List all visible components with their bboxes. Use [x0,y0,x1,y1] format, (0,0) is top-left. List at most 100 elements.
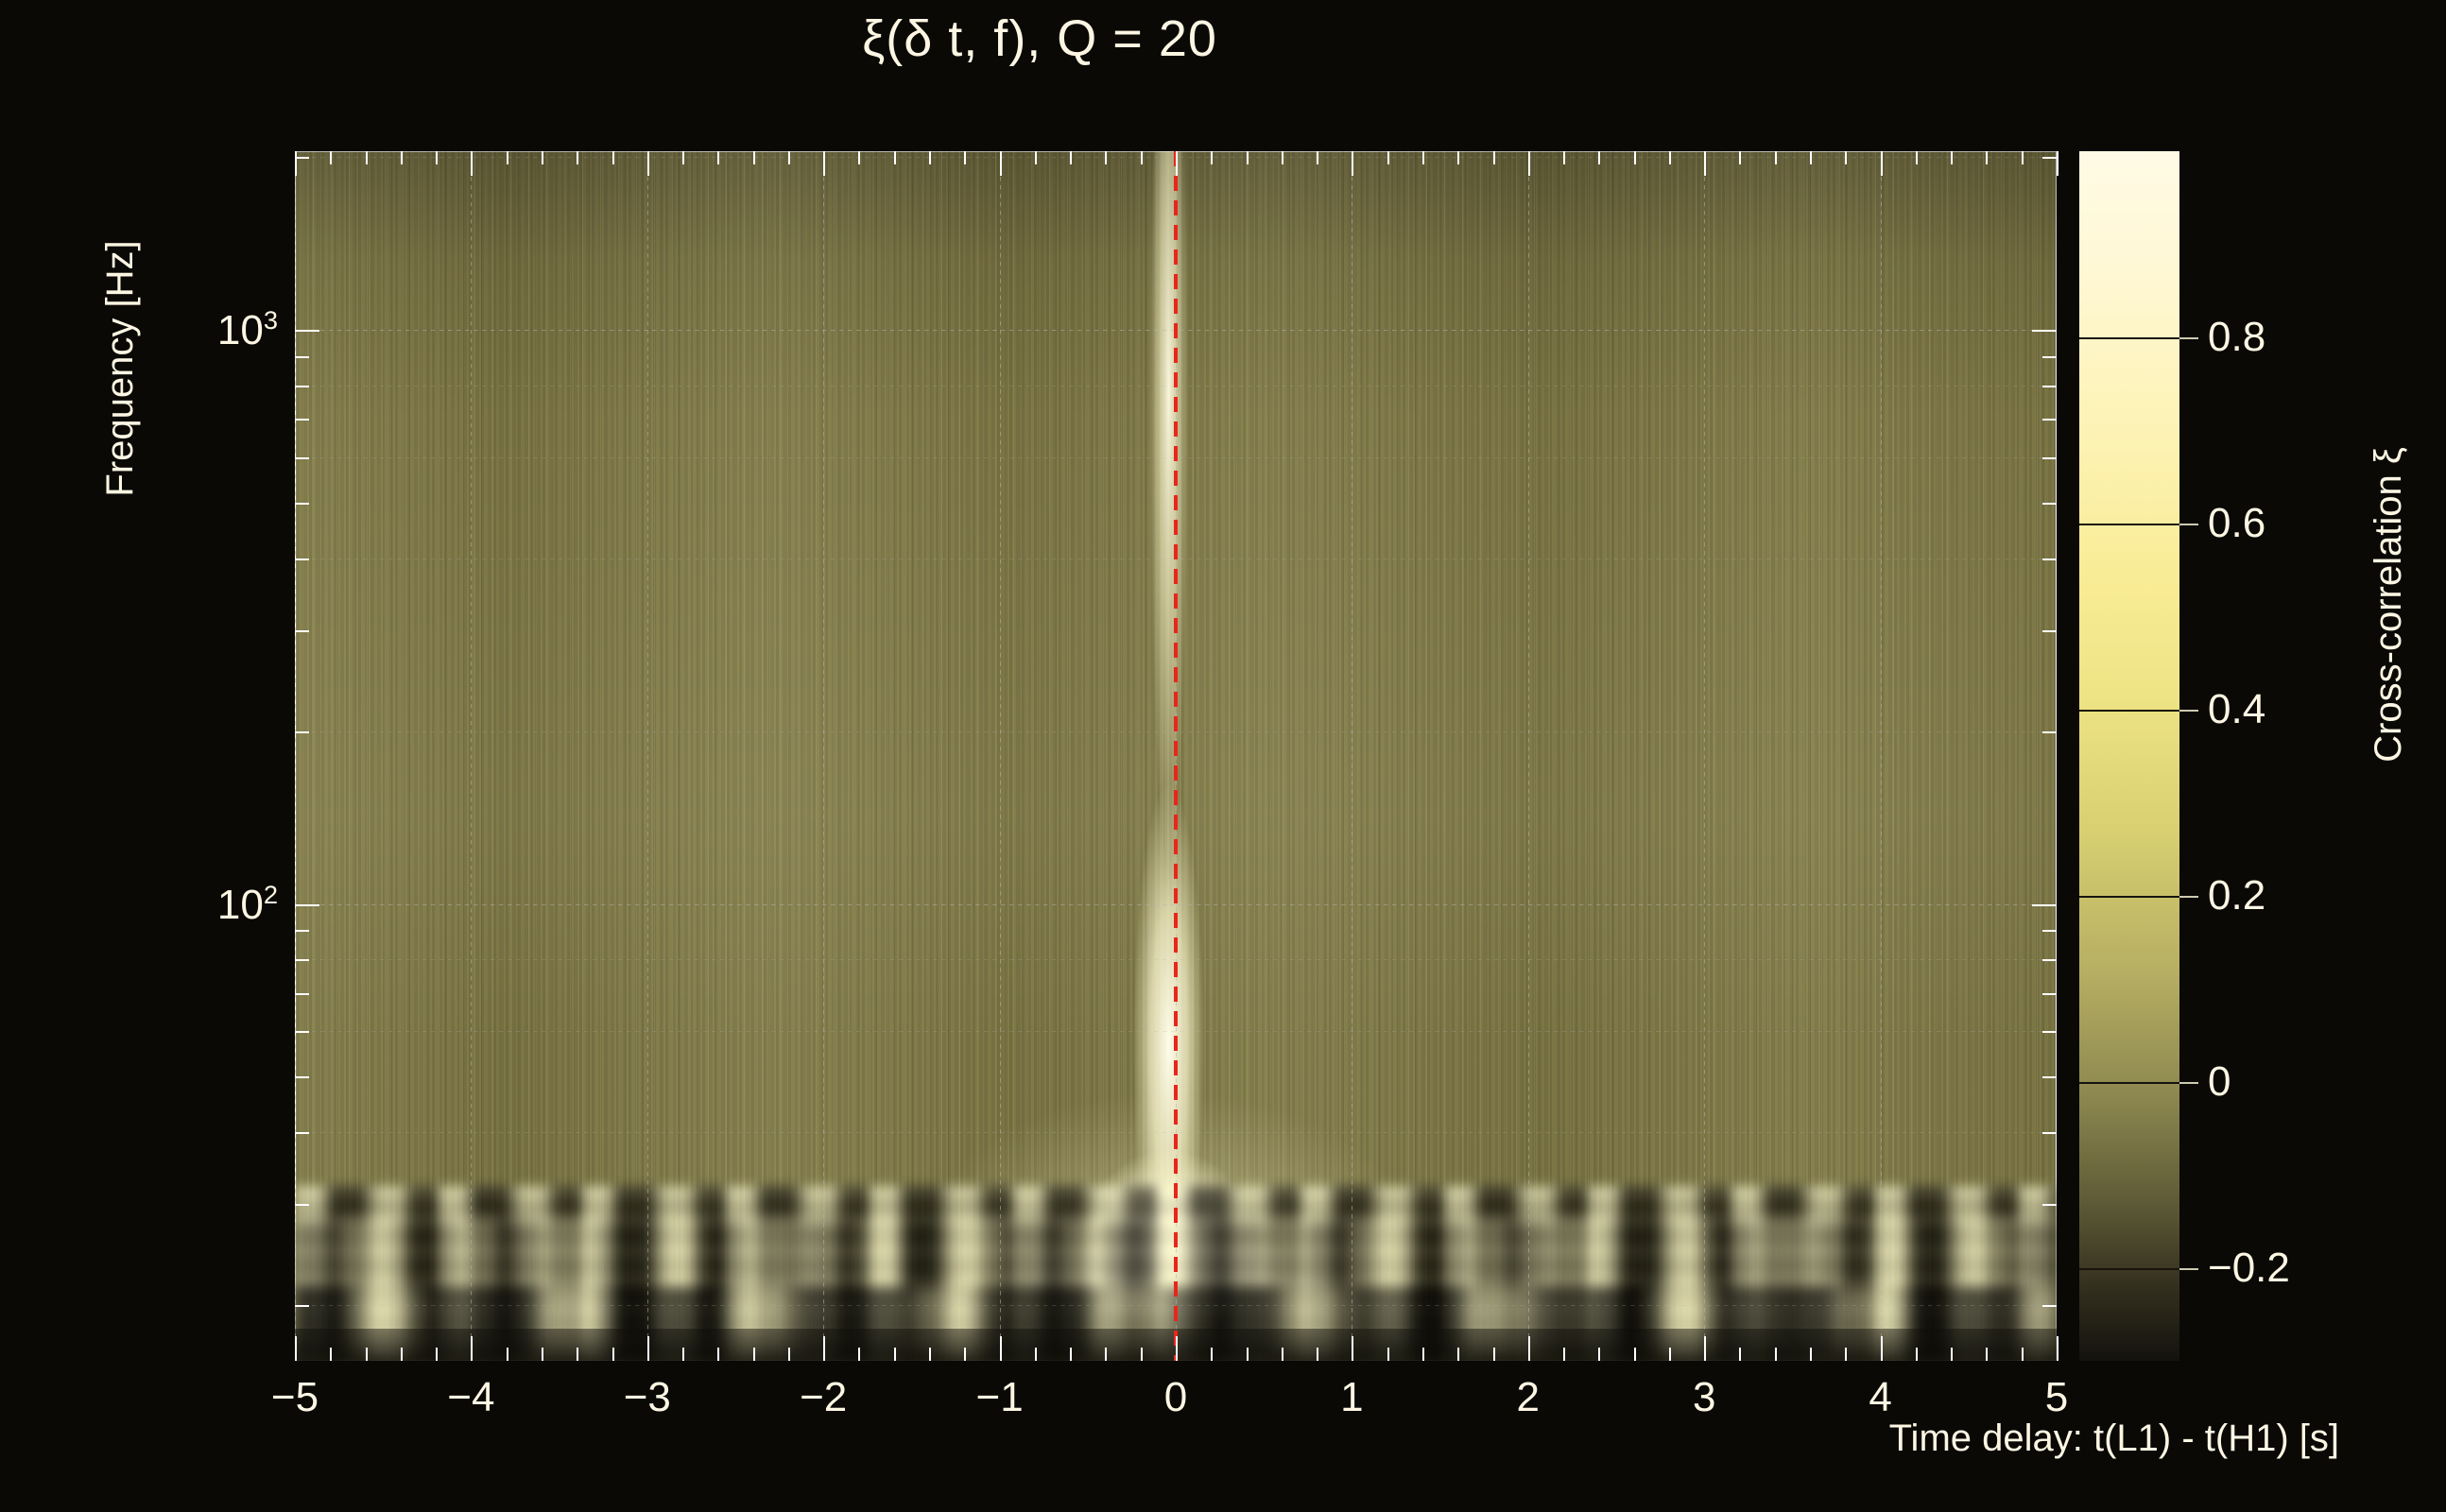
x-axis-minor-tick [1070,151,1073,164]
x-axis-minor-tick [1421,1348,1424,1361]
x-axis-minor-tick [1211,151,1214,164]
x-axis-minor-tick [964,151,967,164]
y-axis-minor-tick [2042,502,2057,505]
y-axis-minor-tick [2042,419,2057,421]
x-axis-minor-tick [1668,1348,1671,1361]
x-axis-minor-tick [612,151,614,164]
y-axis-minor-tick [295,1031,309,1034]
x-axis-minor-tick [1105,1348,1108,1361]
x-axis-minor-tick [1774,1348,1777,1361]
x-axis-tick [2057,1336,2058,1361]
x-axis-minor-tick [1845,1348,1848,1361]
x-axis-minor-tick [506,151,508,164]
x-axis-tick [1176,1336,1178,1361]
x-axis-minor-tick [964,1348,967,1361]
y-axis-minor-tick [295,1076,309,1079]
x-axis-minor-tick [1915,151,1918,164]
x-axis-minor-tick [2021,1348,2024,1361]
colorbar-tick [2179,336,2198,339]
x-tick-label: −5 [270,1374,319,1420]
x-tick-label: 3 [1692,1374,1716,1420]
x-axis-minor-tick [682,1348,685,1361]
x-tick-label: −2 [800,1374,848,1420]
x-axis-minor-tick [1633,151,1636,164]
x-axis-minor-tick [1563,1348,1566,1361]
x-axis-minor-tick [1387,151,1389,164]
y-axis-minor-tick [295,1132,309,1135]
x-axis-tick [295,1336,297,1361]
x-axis-tick [1352,1336,1354,1361]
y-axis-minor-tick [295,1204,309,1207]
x-axis-minor-tick [1598,151,1601,164]
x-axis-minor-tick [1034,151,1037,164]
y-axis-minor-tick [295,502,309,505]
x-axis-minor-tick [1140,151,1143,164]
colorbar-tick [2179,895,2198,898]
x-tick-label: 2 [1516,1374,1541,1420]
x-axis-minor-tick [1457,1348,1460,1361]
grid-line-vertical [999,151,1001,1361]
y-axis-tick [2032,903,2057,906]
x-axis-minor-tick [577,151,579,164]
x-axis-minor-tick [612,1348,614,1361]
y-axis-minor-tick [295,1305,309,1308]
y-axis-minor-tick [2042,959,2057,962]
x-axis-minor-tick [1457,151,1460,164]
x-axis-tick [471,151,474,176]
x-axis-minor-tick [1492,1348,1495,1361]
x-axis-minor-tick [1986,1348,1989,1361]
x-axis-minor-tick [1421,151,1424,164]
y-axis-minor-tick [295,558,309,560]
x-axis-minor-tick [752,1348,755,1361]
y-axis-minor-tick [2042,1305,2057,1308]
x-axis-tick [1527,1336,1530,1361]
x-axis-minor-tick [1774,151,1777,164]
x-axis-minor-tick [541,151,543,164]
x-axis-tick [1704,151,1707,176]
y-axis-minor-tick [2042,629,2057,632]
x-axis-tick [1880,151,1883,176]
colorbar-tick-inner [2079,1267,2179,1270]
y-axis-title: Frequency [Hz] [99,240,141,497]
spectrogram-canvas [295,151,2057,1361]
x-axis-minor-tick [682,151,685,164]
y-axis-minor-tick [2042,1132,2057,1135]
x-axis-minor-tick [929,1348,932,1361]
x-axis-minor-tick [330,1348,333,1361]
x-axis-title: Time delay: t(L1) - t(H1) [s] [1888,1418,2339,1459]
colorbar-tick-inner [2079,1081,2179,1084]
x-tick-label: −1 [975,1374,1024,1420]
y-axis-minor-tick [295,456,309,459]
x-axis-minor-tick [1845,151,1848,164]
y-axis-minor-tick [295,419,309,421]
colorbar-tick-inner [2079,895,2179,898]
colorbar-tick-inner [2079,336,2179,339]
x-axis-tick [1527,151,1530,176]
x-axis-minor-tick [436,1348,439,1361]
colorbar-tick-inner [2079,709,2179,712]
grid-line-vertical [1527,151,1529,1361]
x-axis-minor-tick [1281,151,1283,164]
x-tick-label: 4 [1869,1374,1892,1420]
colorbar-tick-inner [2079,523,2179,525]
y-axis-tick [295,330,319,333]
x-axis-tick [999,1336,1002,1361]
y-axis-minor-tick [2042,1204,2057,1207]
x-tick-label: 0 [1163,1374,1188,1420]
grid-line-vertical [823,151,825,1361]
x-axis-minor-tick [787,151,790,164]
colorbar-title: Cross-correlation ξ [2368,447,2409,763]
y-axis-minor-tick [2042,456,2057,459]
colorbar-tick [2179,523,2198,525]
x-axis-minor-tick [858,1348,861,1361]
x-tick-label: −4 [447,1374,495,1420]
x-axis-tick [646,1336,649,1361]
x-axis-minor-tick [1986,151,1989,164]
x-axis-minor-tick [1633,1348,1636,1361]
x-axis-minor-tick [1951,151,1954,164]
x-axis-minor-tick [2021,151,2024,164]
x-axis-minor-tick [929,151,932,164]
x-axis-minor-tick [858,151,861,164]
x-axis-minor-tick [1211,1348,1214,1361]
colorbar-tick [2179,1267,2198,1270]
